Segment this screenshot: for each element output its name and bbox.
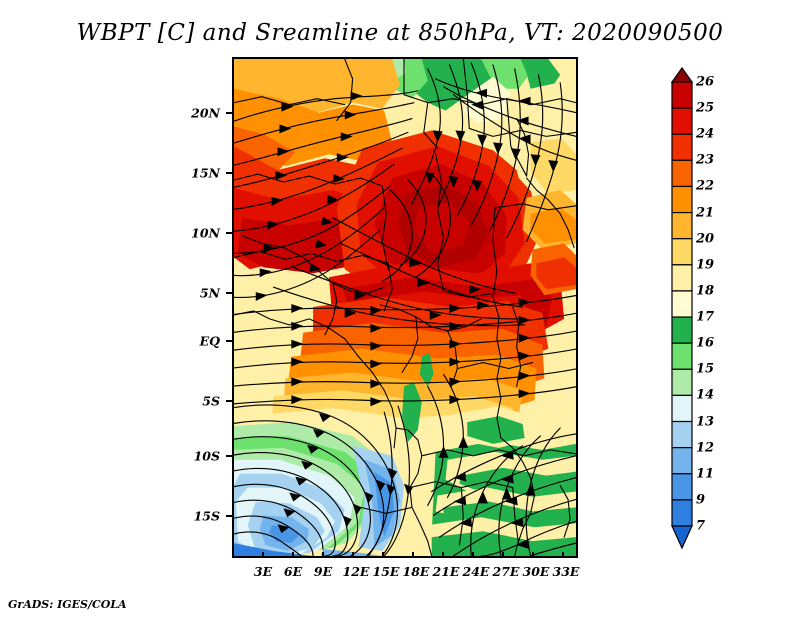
colorbar-label-18: 18 — [696, 283, 715, 299]
xtick-label-3e: 3E — [253, 564, 273, 579]
ytick-mark — [226, 340, 232, 342]
xtick-mark — [352, 552, 354, 558]
page-title: WBPT [C] and Sreamline at 850hPa, VT: 20… — [76, 20, 724, 46]
colorbar-label-7: 7 — [696, 518, 706, 534]
colorbar-label-23: 23 — [696, 152, 715, 168]
colorbar-label-20: 20 — [696, 231, 715, 247]
xtick-mark — [262, 552, 264, 558]
ytick-label-15n: 15N — [191, 165, 220, 181]
ytick-label-5s: 5S — [202, 393, 220, 409]
colorbar-label-12: 12 — [696, 440, 715, 456]
xtick-label-9e: 9E — [313, 564, 333, 579]
colorbar: 26 25 24 23 22 21 20 19 18 17 16 15 14 13 12 11 9 7 — [670, 60, 790, 555]
xtick-label-15e: 15E — [372, 564, 400, 579]
ytick-label-15s: 15S — [193, 508, 220, 524]
xtick-label-6e: 6E — [283, 564, 303, 579]
colorbar-swatch — [671, 107, 693, 135]
colorbar-arrow-top — [670, 66, 694, 83]
colorbar-swatch — [671, 264, 693, 292]
xtick-mark — [292, 552, 294, 558]
ytick-label-10n: 10N — [191, 225, 220, 241]
colorbar-swatch — [671, 238, 693, 266]
colorbar-label-15: 15 — [696, 361, 715, 377]
colorbar-label-16: 16 — [696, 335, 715, 351]
colorbar-swatch — [671, 447, 693, 475]
ytick-mark — [226, 515, 232, 517]
ytick-mark — [226, 400, 232, 402]
colorbar-swatch — [671, 420, 693, 449]
colorbar-swatches — [670, 66, 694, 550]
colorbar-label-22: 22 — [696, 178, 715, 194]
colorbar-swatch — [671, 290, 693, 318]
colorbar-swatch — [671, 185, 693, 214]
xtick-mark — [562, 552, 564, 558]
colorbar-swatch — [671, 499, 693, 527]
xtick-mark — [472, 552, 474, 558]
colorbar-label-9: 9 — [696, 492, 706, 508]
colorbar-label-25: 25 — [696, 100, 715, 116]
colorbar-swatch — [671, 133, 693, 161]
xtick-mark — [532, 552, 534, 558]
xtick-label-27e: 27E — [492, 564, 520, 579]
ytick-label-5n: 5N — [199, 285, 220, 301]
xtick-label-30e: 30E — [522, 564, 550, 579]
ytick-mark — [226, 232, 232, 234]
colorbar-label-11: 11 — [696, 466, 715, 482]
colorbar-label-19: 19 — [696, 257, 715, 273]
xtick-mark — [412, 552, 414, 558]
map-plot-area — [232, 57, 578, 558]
xtick-label-33e: 33E — [552, 564, 580, 579]
colorbar-swatch — [671, 342, 693, 370]
colorbar-swatch — [671, 81, 693, 109]
colorbar-swatch — [671, 159, 693, 188]
xtick-label-18e: 18E — [402, 564, 430, 579]
colorbar-label-13: 13 — [696, 414, 715, 430]
colorbar-swatch — [671, 316, 693, 344]
colorbar-label-17: 17 — [696, 309, 715, 325]
colorbar-swatch — [671, 473, 693, 501]
colorbar-swatch — [671, 211, 693, 240]
ytick-label-20n: 20N — [191, 105, 220, 121]
xtick-label-12e: 12E — [342, 564, 370, 579]
ytick-mark — [226, 112, 232, 114]
xtick-label-21e: 21E — [432, 564, 460, 579]
footer-credit: GrADS: IGES/COLA — [8, 598, 127, 611]
colorbar-label-21: 21 — [696, 205, 715, 221]
colorbar-label-24: 24 — [696, 126, 715, 142]
colorbar-arrow-bottom — [671, 525, 693, 550]
colorbar-swatch — [671, 394, 693, 423]
xtick-mark — [322, 552, 324, 558]
wbpt-streamline-map — [234, 59, 576, 556]
xtick-label-24e: 24E — [462, 564, 490, 579]
colorbar-label-14: 14 — [696, 387, 715, 403]
ytick-mark — [226, 455, 232, 457]
xtick-mark — [382, 552, 384, 558]
xtick-mark — [502, 552, 504, 558]
ytick-label-eq: EQ — [199, 333, 220, 349]
ytick-mark — [226, 292, 232, 294]
colorbar-label-26: 26 — [696, 74, 715, 90]
xtick-mark — [442, 552, 444, 558]
ytick-label-10s: 10S — [193, 448, 220, 464]
ytick-mark — [226, 172, 232, 174]
colorbar-swatch — [671, 368, 693, 397]
